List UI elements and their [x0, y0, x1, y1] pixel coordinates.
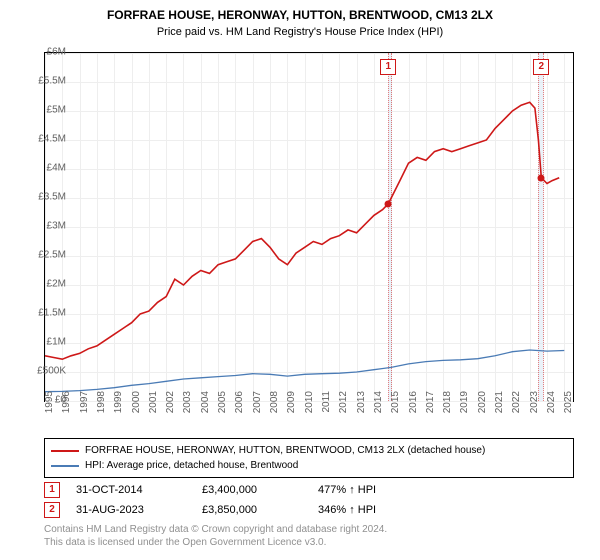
sales-pct: 477% ↑ HPI: [318, 484, 438, 496]
sales-marker: 1: [44, 482, 60, 498]
x-axis-label: 2019: [459, 391, 470, 421]
x-axis-label: 2023: [529, 391, 540, 421]
y-axis-label: £1.5M: [26, 308, 66, 319]
x-axis-label: 2004: [200, 391, 211, 421]
sales-row: 1 31-OCT-2014 £3,400,000 477% ↑ HPI: [44, 480, 574, 500]
x-axis-label: 2021: [494, 391, 505, 421]
sales-date: 31-OCT-2014: [76, 484, 186, 496]
x-axis-label: 1997: [79, 391, 90, 421]
x-axis-label: 2008: [269, 391, 280, 421]
x-axis-label: 1999: [113, 391, 124, 421]
sales-price: £3,850,000: [202, 504, 302, 516]
x-axis-label: 2012: [338, 391, 349, 421]
sales-row: 2 31-AUG-2023 £3,850,000 346% ↑ HPI: [44, 500, 574, 520]
y-axis-label: £4.5M: [26, 134, 66, 145]
x-axis-label: 2013: [356, 391, 367, 421]
footer-attribution: Contains HM Land Registry data © Crown c…: [44, 524, 387, 549]
y-axis-label: £6M: [26, 47, 66, 58]
sale-point-dot: [385, 200, 392, 207]
x-axis-label: 2016: [408, 391, 419, 421]
y-axis-label: £2M: [26, 279, 66, 290]
sales-marker: 2: [44, 502, 60, 518]
chart-marker: 1: [380, 59, 396, 75]
x-axis-label: 1995: [44, 391, 55, 421]
x-axis-label: 1998: [96, 391, 107, 421]
footer-line-1: Contains HM Land Registry data © Crown c…: [44, 524, 387, 537]
x-axis-label: 2005: [217, 391, 228, 421]
legend-item: FORFRAE HOUSE, HERONWAY, HUTTON, BRENTWO…: [51, 443, 567, 458]
x-axis-label: 2011: [321, 391, 332, 421]
legend-label: HPI: Average price, detached house, Bren…: [85, 458, 298, 473]
x-axis-label: 2007: [252, 391, 263, 421]
x-axis-label: 2006: [234, 391, 245, 421]
legend-label: FORFRAE HOUSE, HERONWAY, HUTTON, BRENTWO…: [85, 443, 485, 458]
x-axis-label: 2014: [373, 391, 384, 421]
sales-table: 1 31-OCT-2014 £3,400,000 477% ↑ HPI 2 31-AUG-…: [44, 480, 574, 520]
chart-title: FORFRAE HOUSE, HERONWAY, HUTTON, BRENTWO…: [0, 0, 600, 24]
chart-plot-area: 12: [44, 52, 574, 402]
series-line: [45, 102, 559, 359]
sale-point-dot: [538, 174, 545, 181]
y-axis-label: £4M: [26, 163, 66, 174]
y-axis-label: £1M: [26, 337, 66, 348]
y-axis-label: £2.5M: [26, 250, 66, 261]
x-axis-label: 2018: [442, 391, 453, 421]
x-axis-label: 2022: [511, 391, 522, 421]
x-axis-label: 2017: [425, 391, 436, 421]
y-axis-label: £5M: [26, 105, 66, 116]
chart-marker: 2: [533, 59, 549, 75]
y-axis-label: £5.5M: [26, 76, 66, 87]
y-axis-label: £3.5M: [26, 192, 66, 203]
sales-pct: 346% ↑ HPI: [318, 504, 438, 516]
x-axis-label: 2025: [563, 391, 574, 421]
x-axis-label: 2010: [304, 391, 315, 421]
x-axis-label: 2003: [182, 391, 193, 421]
legend-swatch: [51, 465, 79, 467]
x-axis-label: 2000: [131, 391, 142, 421]
legend-box: FORFRAE HOUSE, HERONWAY, HUTTON, BRENTWO…: [44, 438, 574, 478]
legend-item: HPI: Average price, detached house, Bren…: [51, 458, 567, 473]
footer-line-2: This data is licensed under the Open Gov…: [44, 537, 387, 550]
x-axis-label: 2024: [546, 391, 557, 421]
x-axis-label: 2002: [165, 391, 176, 421]
sales-date: 31-AUG-2023: [76, 504, 186, 516]
sales-price: £3,400,000: [202, 484, 302, 496]
x-axis-label: 2009: [286, 391, 297, 421]
x-axis-label: 2020: [477, 391, 488, 421]
legend-swatch: [51, 450, 79, 452]
series-line: [45, 350, 564, 392]
x-axis-label: 1996: [61, 391, 72, 421]
chart-subtitle: Price paid vs. HM Land Registry's House …: [0, 24, 600, 38]
x-axis-label: 2001: [148, 391, 159, 421]
line-chart-svg: [45, 53, 573, 401]
y-axis-label: £3M: [26, 221, 66, 232]
x-axis-label: 2015: [390, 391, 401, 421]
y-axis-label: £500K: [26, 366, 66, 377]
